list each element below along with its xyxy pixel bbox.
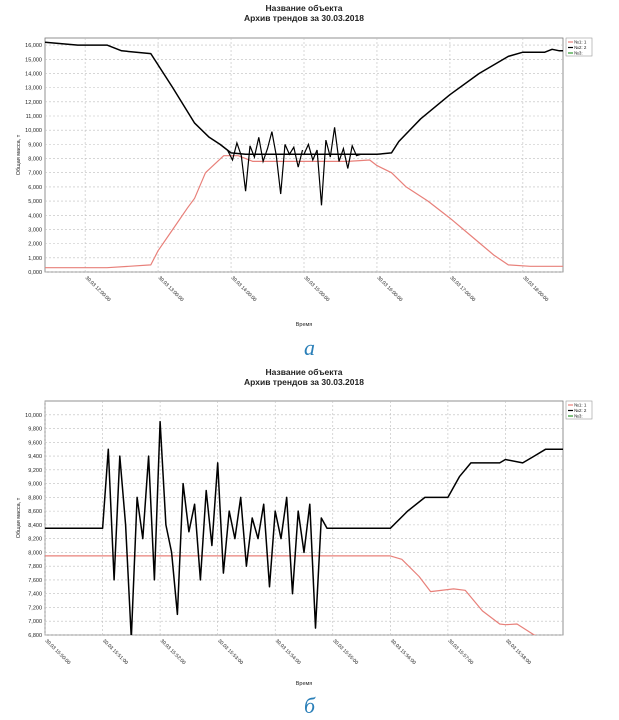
- y-tick-label: 7,000: [28, 171, 42, 177]
- chart-title: Название объекта: [266, 367, 343, 377]
- y-tick-label: 1,000: [28, 256, 42, 262]
- y-tick-label: 10,000: [25, 413, 42, 419]
- plot-area: [44, 400, 564, 636]
- y-tick-label: 6,800: [28, 633, 42, 639]
- y-tick-label: 4,000: [28, 213, 42, 219]
- chart-subtitle: Архив трендов за 30.03.2018: [244, 377, 364, 387]
- y-tick-label: 7,800: [28, 564, 42, 570]
- legend-label-1: №1: 1: [574, 403, 587, 408]
- x-tick-label: 30.03 18:00:00: [521, 275, 549, 303]
- y-tick-label: 13,000: [25, 86, 42, 92]
- y-tick-label: 9,000: [28, 482, 42, 488]
- series-noise-2: [303, 127, 362, 206]
- legend-label-2: №2: 2: [574, 45, 587, 50]
- y-tick-label: 6,000: [28, 185, 42, 191]
- legend-label-3: №3:: [574, 51, 583, 56]
- chart-subtitle: Архив трендов за 30.03.2018: [244, 13, 364, 23]
- caption-a: а: [304, 335, 315, 360]
- y-tick-label: 8,600: [28, 509, 42, 515]
- y-tick-label: 8,800: [28, 495, 42, 501]
- caption-b: б: [303, 693, 316, 718]
- x-tick-label: 30.03 14:00:00: [230, 275, 258, 303]
- y-tick-label: 10,000: [25, 128, 42, 134]
- y-tick-label: 8,000: [28, 550, 42, 556]
- series-line-1: [45, 155, 563, 269]
- x-tick-label: 30.03 15:53:00: [216, 638, 244, 666]
- y-tick-label: 9,600: [28, 440, 42, 446]
- y-tick-label: 3,000: [28, 227, 42, 233]
- x-tick-label: 30.03 15:55:00: [331, 638, 359, 666]
- y-tick-label: 9,000: [28, 142, 42, 148]
- x-tick-label: 30.03 15:00:00: [303, 275, 331, 303]
- y-tick-label: 8,000: [28, 157, 42, 163]
- y-tick-label: 7,400: [28, 592, 42, 598]
- y-tick-label: 5,000: [28, 199, 42, 205]
- x-tick-label: 30.03 15:56:00: [389, 638, 417, 666]
- y-tick-label: 12,000: [25, 100, 42, 106]
- x-tick-label: 30.03 15:50:00: [44, 638, 72, 666]
- legend-label-1: №1: 1: [574, 40, 587, 45]
- x-axis-label: Время: [296, 322, 313, 328]
- y-tick-label: 8,400: [28, 523, 42, 529]
- y-axis-label: Общая масса, т: [16, 497, 22, 538]
- y-tick-label: 15,000: [25, 57, 42, 63]
- y-tick-label: 9,400: [28, 454, 42, 460]
- x-tick-label: 30.03 17:00:00: [449, 275, 477, 303]
- legend-label-3: №3:: [574, 414, 583, 419]
- x-tick-label: 30.03 15:58:00: [504, 638, 532, 666]
- y-tick-label: 9,800: [28, 427, 42, 433]
- chart-title: Название объекта: [266, 3, 343, 13]
- x-tick-label: 30.03 15:54:00: [274, 638, 302, 666]
- y-tick-label: 7,200: [28, 605, 42, 611]
- y-tick-label: 16,000: [25, 43, 42, 49]
- series-line-2: [45, 420, 563, 635]
- x-tick-label: 30.03 12:00:00: [84, 275, 112, 303]
- x-tick-label: 30.03 16:00:00: [376, 275, 404, 303]
- y-tick-label: 7,000: [28, 619, 42, 625]
- y-axis-label: Общая масса, т: [16, 134, 22, 175]
- x-tick-label: 30.03 15:57:00: [446, 638, 474, 666]
- x-tick-label: 30.03 15:52:00: [159, 638, 187, 666]
- y-tick-label: 11,000: [26, 114, 42, 120]
- y-tick-label: 2,000: [28, 242, 42, 248]
- series-noise-2: [226, 131, 304, 195]
- y-tick-label: 9,200: [28, 468, 42, 474]
- series-line-1: [45, 555, 537, 635]
- x-axis-label: Время: [296, 681, 313, 687]
- y-tick-label: 7,600: [28, 578, 42, 584]
- y-tick-label: 14,000: [25, 71, 42, 77]
- chart-panel-a: Название объекта Архив трендов за 30.03.2…: [0, 0, 619, 335]
- x-tick-label: 30.03 13:00:00: [157, 275, 185, 303]
- y-tick-label: 0,000: [28, 270, 42, 276]
- series-line-2: [45, 41, 563, 156]
- legend-label-2: №2: 2: [574, 408, 587, 413]
- x-tick-label: 30.03 15:51:00: [101, 638, 129, 666]
- chart-panel-b: Название объекта Архив трендов за 30.03.2…: [0, 363, 619, 693]
- y-tick-label: 8,200: [28, 537, 42, 543]
